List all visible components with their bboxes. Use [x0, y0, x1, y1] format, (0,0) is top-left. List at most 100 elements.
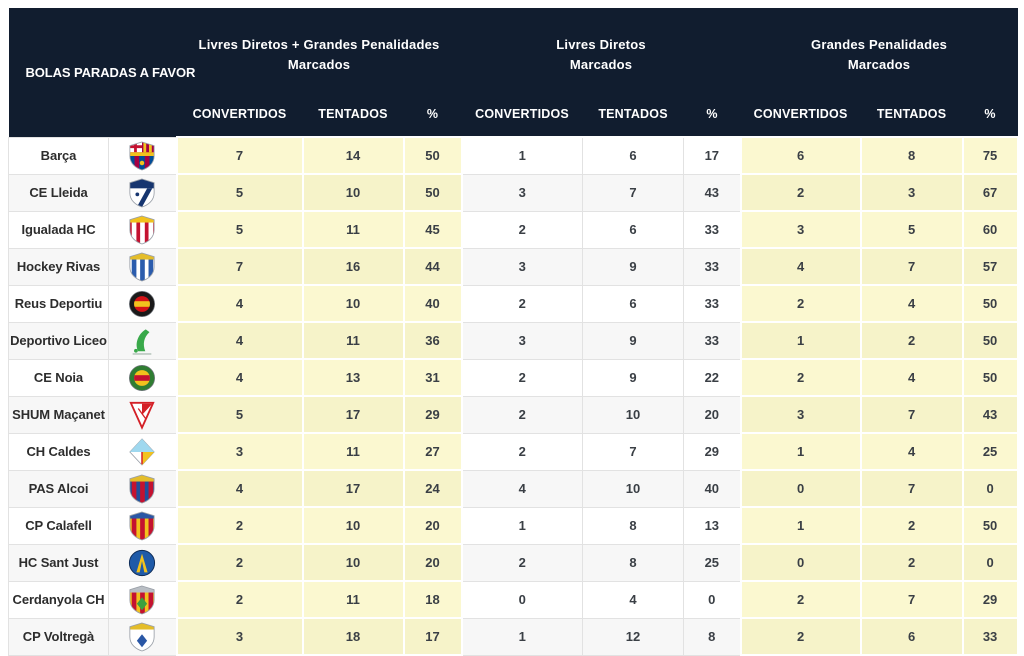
ldgp-pct-value: 20 [402, 543, 463, 582]
ld-pct-value: 33 [683, 321, 742, 360]
table-row: PAS Alcoi 4 17 24 4 10 40 0 7 0 [8, 469, 1019, 508]
group-header-gp: Grandes Penalidades Marcados [740, 8, 1018, 92]
gp-tentados-value: 7 [859, 247, 964, 286]
team-logo [107, 543, 178, 582]
team-logo [107, 432, 178, 471]
gp-pct-value: 33 [961, 617, 1019, 656]
gp-convertidos-value: 3 [739, 395, 862, 434]
ld-convertidos-value: 0 [461, 580, 584, 619]
team-logo [107, 284, 178, 323]
ldgp-convertidos-value: 7 [175, 247, 304, 286]
table-row: Barça 7 14 50 1 6 17 6 8 75 [8, 136, 1019, 175]
col-header-gp-pct: % [962, 92, 1018, 138]
ldgp-pct-value: 44 [402, 247, 463, 286]
ld-convertidos-value: 1 [461, 136, 584, 175]
ld-convertidos-value: 1 [461, 506, 584, 545]
ldgp-tentados-value: 11 [301, 432, 405, 471]
ld-tentados-value: 8 [582, 506, 685, 545]
gp-convertidos-value: 0 [739, 469, 862, 508]
ld-pct-value: 33 [683, 284, 742, 323]
gp-convertidos-value: 1 [739, 432, 862, 471]
gp-convertidos-value: 2 [739, 617, 862, 656]
ldgp-pct-value: 40 [402, 284, 463, 323]
ld-tentados-value: 7 [582, 173, 685, 212]
gp-tentados-value: 4 [859, 432, 964, 471]
ldgp-pct-value: 50 [402, 173, 463, 212]
ld-tentados-value: 10 [582, 395, 685, 434]
col-header-ldgp-tentados: TENTADOS [302, 92, 404, 138]
team-name: CP Voltregà [8, 617, 109, 656]
ldgp-convertidos-value: 2 [175, 543, 304, 582]
ldgp-pct-value: 31 [402, 358, 463, 397]
ld-convertidos-value: 3 [461, 173, 584, 212]
team-name: Deportivo Liceo [8, 321, 109, 360]
gp-convertidos-value: 2 [739, 173, 862, 212]
gp-tentados-value: 7 [859, 580, 964, 619]
cp-calafell-crest-icon [129, 511, 155, 540]
gp-tentados-value: 2 [859, 543, 964, 582]
reus-deportiu-crest-icon [129, 290, 156, 317]
gp-pct-value: 75 [961, 136, 1019, 175]
table-title: BOLAS PARADAS A FAVOR [8, 8, 195, 137]
cerdanyola-ch-crest-icon [129, 585, 155, 614]
ld-tentados-value: 10 [582, 469, 685, 508]
gp-convertidos-value: 6 [739, 136, 862, 175]
ld-pct-value: 20 [683, 395, 742, 434]
hc-sant-just-crest-icon [129, 549, 156, 576]
ld-tentados-value: 8 [582, 543, 685, 582]
ldgp-convertidos-value: 3 [175, 617, 304, 656]
team-name: CE Noia [8, 358, 109, 397]
col-header-ld-pct: % [683, 92, 741, 138]
table-row: CE Noia 4 13 31 2 9 22 2 4 50 [8, 358, 1019, 397]
gp-tentados-value: 2 [859, 321, 964, 360]
deportivo-liceo-crest-icon [132, 328, 152, 355]
table-row: Deportivo Liceo 4 11 36 3 9 33 1 2 50 [8, 321, 1019, 360]
team-name: Cerdanyola CH [8, 580, 109, 619]
table-row: Igualada HC 5 11 45 2 6 33 3 5 60 [8, 210, 1019, 249]
shum-macanet-crest-icon [129, 401, 155, 430]
ldgp-tentados-value: 17 [301, 469, 405, 508]
ld-pct-value: 33 [683, 210, 742, 249]
team-name: SHUM Maçanet [8, 395, 109, 434]
ldgp-tentados-value: 16 [301, 247, 405, 286]
gp-pct-value: 57 [961, 247, 1019, 286]
ldgp-convertidos-value: 4 [175, 284, 304, 323]
ld-convertidos-value: 2 [461, 358, 584, 397]
ldgp-tentados-value: 18 [301, 617, 405, 656]
ce-lleida-crest-icon [129, 178, 155, 207]
ld-convertidos-value: 3 [461, 321, 584, 360]
ldgp-convertidos-value: 7 [175, 136, 304, 175]
gp-tentados-value: 7 [859, 395, 964, 434]
igualada-hc-crest-icon [129, 215, 155, 244]
team-logo [107, 617, 178, 656]
gp-convertidos-value: 2 [739, 580, 862, 619]
ldgp-pct-value: 36 [402, 321, 463, 360]
gp-convertidos-value: 2 [739, 358, 862, 397]
ld-pct-value: 8 [683, 617, 742, 656]
hockey-rivas-crest-icon [129, 252, 155, 281]
table-row: CE Lleida 5 10 50 3 7 43 2 3 67 [8, 173, 1019, 212]
gp-pct-value: 50 [961, 321, 1019, 360]
group-header-ldgp-line2: Marcados [287, 57, 351, 72]
group-header-gp-line2: Marcados [847, 57, 911, 72]
ld-pct-value: 29 [683, 432, 742, 471]
group-header-ld-line1: Livres Diretos [556, 36, 646, 52]
table-row: CP Voltregà 3 18 17 1 12 8 2 6 33 [8, 617, 1019, 656]
ld-convertidos-value: 3 [461, 247, 584, 286]
gp-tentados-value: 4 [859, 358, 964, 397]
team-name: HC Sant Just [8, 543, 109, 582]
team-name: Igualada HC [8, 210, 109, 249]
ld-tentados-value: 6 [582, 210, 685, 249]
cp-voltrega-crest-icon [129, 622, 155, 651]
ldgp-tentados-value: 11 [301, 321, 405, 360]
ldgp-convertidos-value: 3 [175, 432, 304, 471]
ld-tentados-value: 6 [582, 284, 685, 323]
gp-pct-value: 29 [961, 580, 1019, 619]
gp-tentados-value: 4 [859, 284, 964, 323]
team-name: CP Calafell [8, 506, 109, 545]
ldgp-tentados-value: 10 [301, 173, 405, 212]
ce-noia-crest-icon [129, 364, 156, 391]
gp-pct-value: 67 [961, 173, 1019, 212]
gp-pct-value: 50 [961, 284, 1019, 323]
ldgp-convertidos-value: 2 [175, 580, 304, 619]
